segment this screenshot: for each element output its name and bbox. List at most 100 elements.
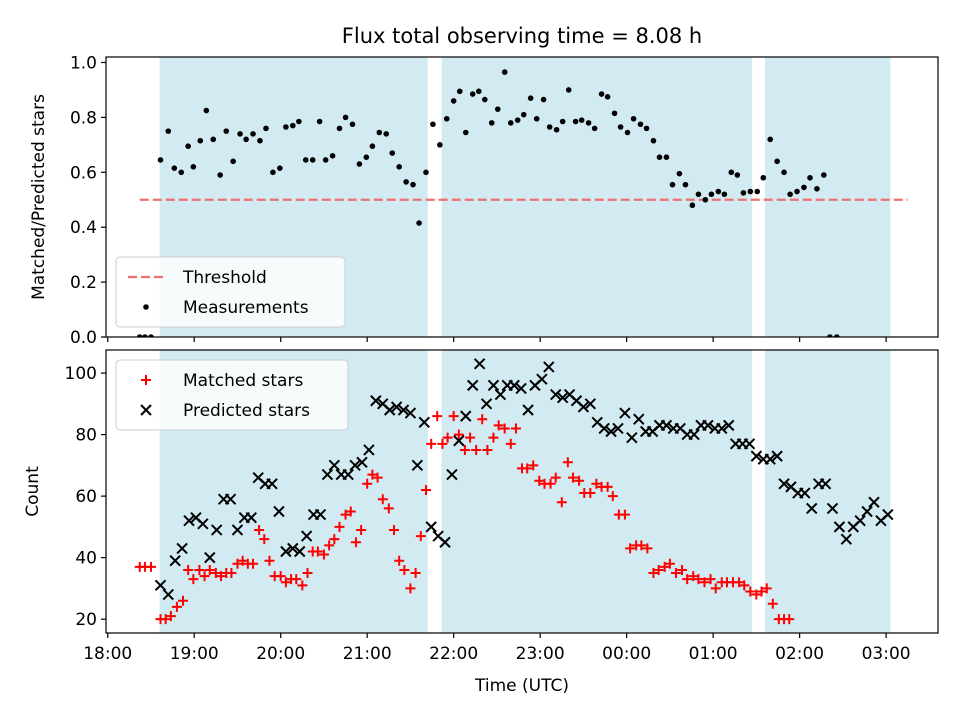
legend-label: Measurements [183,298,309,318]
data-point [834,334,840,337]
data-point [643,125,650,132]
data-point [248,558,259,569]
y-tick-label: 20 [75,610,97,630]
data-point [418,416,430,428]
y-tick-label: 0.4 [70,218,97,238]
data-point [473,358,486,370]
data-point [324,540,335,551]
data-point [194,564,205,575]
data-point [216,571,227,582]
x-tick-label: 20:00 [256,644,305,664]
data-point [806,502,818,515]
x-tick-label: 02:00 [775,644,824,664]
data-point [585,488,596,499]
data-point [527,95,534,101]
data-point [296,118,302,125]
data-point [254,524,265,535]
data-point [633,413,645,425]
data-point [171,165,178,171]
data-point [430,121,436,128]
data-point [443,115,450,122]
legend-box [115,256,346,328]
data-point [204,551,216,564]
data-point [425,521,437,533]
data-point [760,174,767,181]
data-point [349,121,356,128]
data-point [515,382,527,395]
data-point [439,536,451,548]
data-point [743,438,756,450]
data-point [840,533,853,545]
data-point [383,404,396,416]
data-point [415,531,426,542]
legend-label: Predicted stars [183,401,310,421]
data-point [494,106,501,112]
data-point [702,196,709,203]
data-point [462,129,469,136]
data-point [469,91,476,97]
data-point [598,422,610,435]
y-tick-label: 80 [75,426,97,446]
data-point [302,568,313,579]
data-point [708,191,715,198]
data-point [814,185,820,192]
data-point [442,432,453,443]
data-point [747,188,754,195]
data-point [499,423,510,434]
data-point [663,154,670,160]
data-point [169,555,181,567]
data-point [302,157,309,163]
data-point [677,564,687,575]
data-point [448,411,459,422]
legend-label: Threshold [182,268,267,288]
data-point [688,571,699,582]
y-tick-label: 0.0 [70,328,97,348]
data-point [745,586,756,597]
legend-swatch [140,404,152,416]
data-point [482,96,488,103]
data-point [653,564,664,575]
data-point [328,459,341,472]
data-point [154,579,167,592]
data-point [664,558,675,569]
data-point [245,511,258,524]
data-point [183,515,195,527]
data-point [465,432,476,443]
data-point [423,169,429,176]
data-point [522,463,533,474]
data-point [300,530,313,542]
data-point [617,124,624,130]
data-point [648,568,659,579]
data-point [598,91,605,97]
x-tick-label: 03:00 [862,644,911,664]
data-point [676,170,683,177]
data-point [807,174,813,181]
data-point [456,88,463,95]
data-point [290,122,296,129]
data-point [882,508,894,521]
data-point [550,472,561,483]
data-point [710,583,721,594]
data-point [771,450,783,462]
data-point [819,478,832,490]
y-tick-label: 0.6 [70,163,97,183]
data-point [514,117,521,123]
data-point [223,128,230,134]
data-point [568,472,579,483]
data-point [528,460,539,471]
data-point [854,515,866,527]
data-point [821,172,827,178]
data-point [136,334,143,337]
data-point [756,586,767,597]
data-point [604,94,611,100]
data-point [801,184,807,191]
data-point [734,577,745,588]
data-point [190,164,197,170]
data-point [477,414,488,425]
observing-window-band [441,350,753,633]
data-point [453,435,465,447]
data-point [833,521,846,533]
data-point [682,181,689,188]
data-point [761,583,772,594]
data-point [342,468,354,481]
